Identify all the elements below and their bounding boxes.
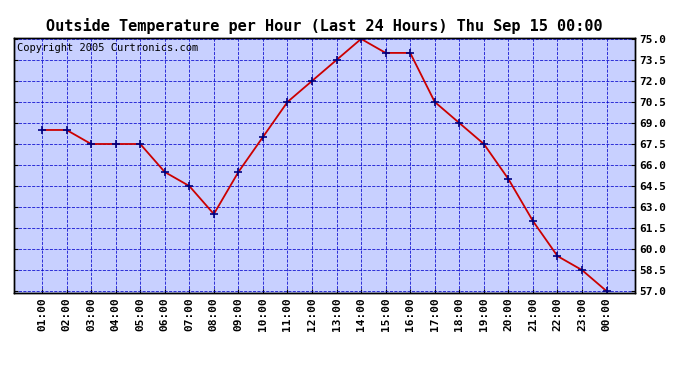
Text: Copyright 2005 Curtronics.com: Copyright 2005 Curtronics.com bbox=[17, 43, 198, 52]
Title: Outside Temperature per Hour (Last 24 Hours) Thu Sep 15 00:00: Outside Temperature per Hour (Last 24 Ho… bbox=[46, 18, 602, 33]
